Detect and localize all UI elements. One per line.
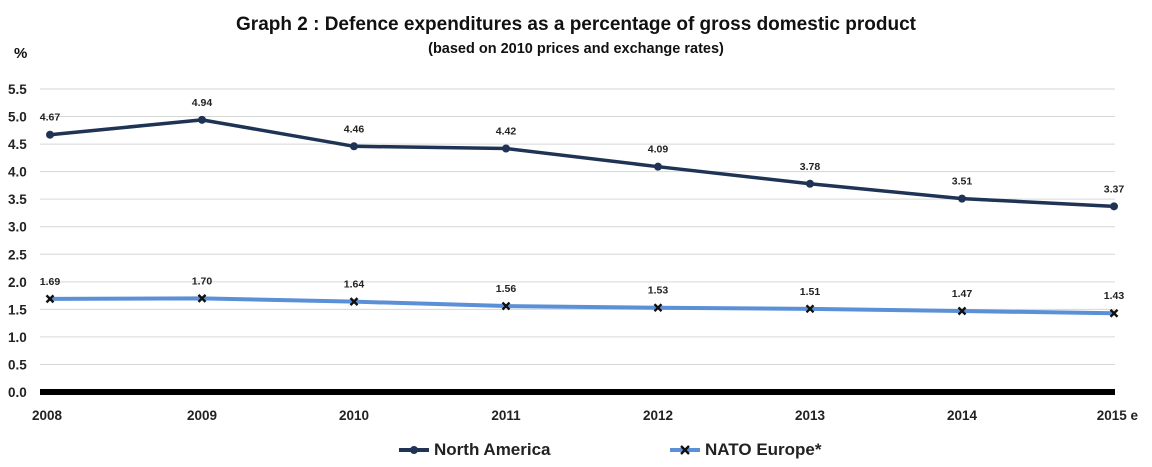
data-label-north-america-5: 3.78 <box>800 161 821 173</box>
y-tick-label-4.5: 4.5 <box>8 137 27 152</box>
data-label-north-america-3: 4.42 <box>496 125 517 137</box>
y-tick-label-5.5: 5.5 <box>8 82 27 97</box>
data-label-nato-europe-2: 1.64 <box>344 279 365 291</box>
y-tick-label-1.5: 1.5 <box>8 302 27 317</box>
legend-item-nato-europe: NATO Europe* <box>669 440 822 460</box>
data-label-nato-europe-7: 1.43 <box>1104 290 1125 302</box>
data-label-nato-europe-0: 1.69 <box>40 276 61 288</box>
x-tick-label-2011: 2011 <box>491 408 521 423</box>
data-point-nato-europe-3 <box>501 301 511 311</box>
legend-label-nato-europe: NATO Europe* <box>705 440 822 459</box>
data-label-nato-europe-4: 1.53 <box>648 285 669 297</box>
y-tick-label-1.0: 1.0 <box>8 330 27 345</box>
data-label-nato-europe-5: 1.51 <box>800 286 821 298</box>
data-label-nato-europe-6: 1.47 <box>952 288 973 300</box>
y-tick-label-0.5: 0.5 <box>8 357 27 372</box>
data-label-north-america-1: 4.94 <box>192 97 213 109</box>
data-label-north-america-0: 4.67 <box>40 112 61 124</box>
x-tick-label-2010: 2010 <box>339 408 369 423</box>
data-point-nato-europe-1 <box>197 293 207 303</box>
data-label-north-america-6: 3.51 <box>952 176 973 188</box>
data-point-nato-europe-4 <box>653 303 663 313</box>
x-tick-label-2015-e: 2015 e <box>1097 408 1139 423</box>
y-tick-label-5.0: 5.0 <box>8 110 27 125</box>
data-point-nato-europe-6 <box>957 306 967 316</box>
y-tick-label-2.0: 2.0 <box>8 275 27 290</box>
y-tick-label-3.5: 3.5 <box>8 192 27 207</box>
legend-marker-north-america <box>399 446 429 454</box>
data-point-north-america-7 <box>1110 202 1118 211</box>
data-label-north-america-2: 4.46 <box>344 123 365 135</box>
data-point-north-america-6 <box>958 194 966 203</box>
y-tick-label-2.5: 2.5 <box>8 247 27 262</box>
data-point-nato-europe-7 <box>1109 308 1119 318</box>
data-point-nato-europe-5 <box>805 304 815 314</box>
data-point-nato-europe-0 <box>45 294 55 304</box>
data-label-north-america-4: 4.09 <box>648 144 669 156</box>
data-point-north-america-2 <box>350 142 358 151</box>
legend-marker-nato-europe <box>670 445 700 455</box>
data-label-nato-europe-3: 1.56 <box>496 283 517 295</box>
x-tick-label-2012: 2012 <box>643 408 673 423</box>
data-label-nato-europe-1: 1.70 <box>192 275 213 287</box>
data-point-north-america-4 <box>654 162 662 171</box>
data-label-north-america-7: 3.37 <box>1104 183 1125 195</box>
y-tick-label-3.0: 3.0 <box>8 220 27 235</box>
data-point-north-america-3 <box>502 144 510 153</box>
x-tick-label-2014: 2014 <box>947 408 978 423</box>
series-line-nato-europe <box>48 296 1116 316</box>
y-tick-label-0.0: 0.0 <box>8 385 27 400</box>
chart-subtitle: (based on 2010 prices and exchange rates… <box>428 41 724 57</box>
data-point-nato-europe-2 <box>349 297 359 306</box>
y-axis-label: % <box>14 45 28 62</box>
x-tick-label-2013: 2013 <box>795 408 826 423</box>
legend-label-north-america: North America <box>434 440 551 459</box>
data-point-north-america-1 <box>198 115 206 124</box>
chart-title: Graph 2 : Defence expenditures as a perc… <box>236 14 916 35</box>
data-point-north-america-5 <box>806 179 814 188</box>
x-tick-label-2009: 2009 <box>187 408 217 423</box>
series-line-north-america <box>48 118 1116 209</box>
legend-item-north-america: North America <box>398 440 551 460</box>
y-tick-label-4.0: 4.0 <box>8 165 27 180</box>
x-tick-label-2008: 2008 <box>32 408 63 423</box>
data-point-north-america-0 <box>46 130 54 139</box>
